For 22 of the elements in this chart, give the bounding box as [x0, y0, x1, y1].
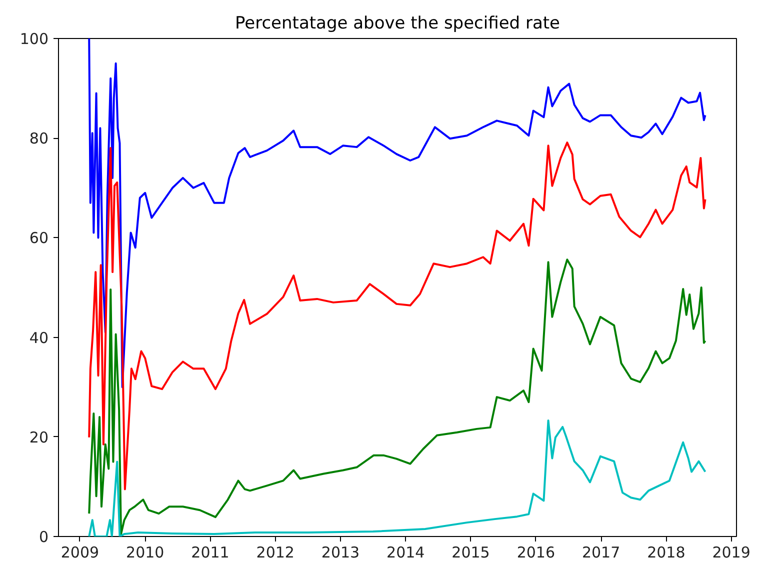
line-series: [88, 419, 706, 536]
y-tick-label: 60: [29, 229, 49, 248]
x-tick-label: 2010: [126, 544, 164, 562]
y-tick-label: 40: [29, 328, 49, 347]
y-tick-label: 20: [29, 428, 49, 446]
x-tick-label: 2016: [516, 544, 555, 562]
line-series: [88, 258, 706, 536]
x-tick-label: 2009: [60, 544, 100, 562]
x-tick-label: 2013: [321, 544, 360, 562]
line-series: [88, 38, 706, 388]
y-tick-label: 0: [38, 528, 49, 546]
y-tick-label: 80: [29, 130, 49, 148]
chart-title: Percentatage above the specified rate: [234, 14, 560, 34]
y-tick-label: 100: [20, 30, 49, 48]
x-tick-label: 2015: [452, 544, 490, 562]
x-tick-label: 2017: [582, 544, 620, 562]
x-tick-label: 2018: [647, 544, 686, 562]
x-tick-label: 2014: [386, 544, 425, 562]
x-tick-label: 2019: [712, 544, 750, 562]
x-tick-label: 2012: [256, 544, 294, 562]
line-series: [88, 142, 706, 490]
x-tick-label: 2011: [191, 544, 230, 562]
